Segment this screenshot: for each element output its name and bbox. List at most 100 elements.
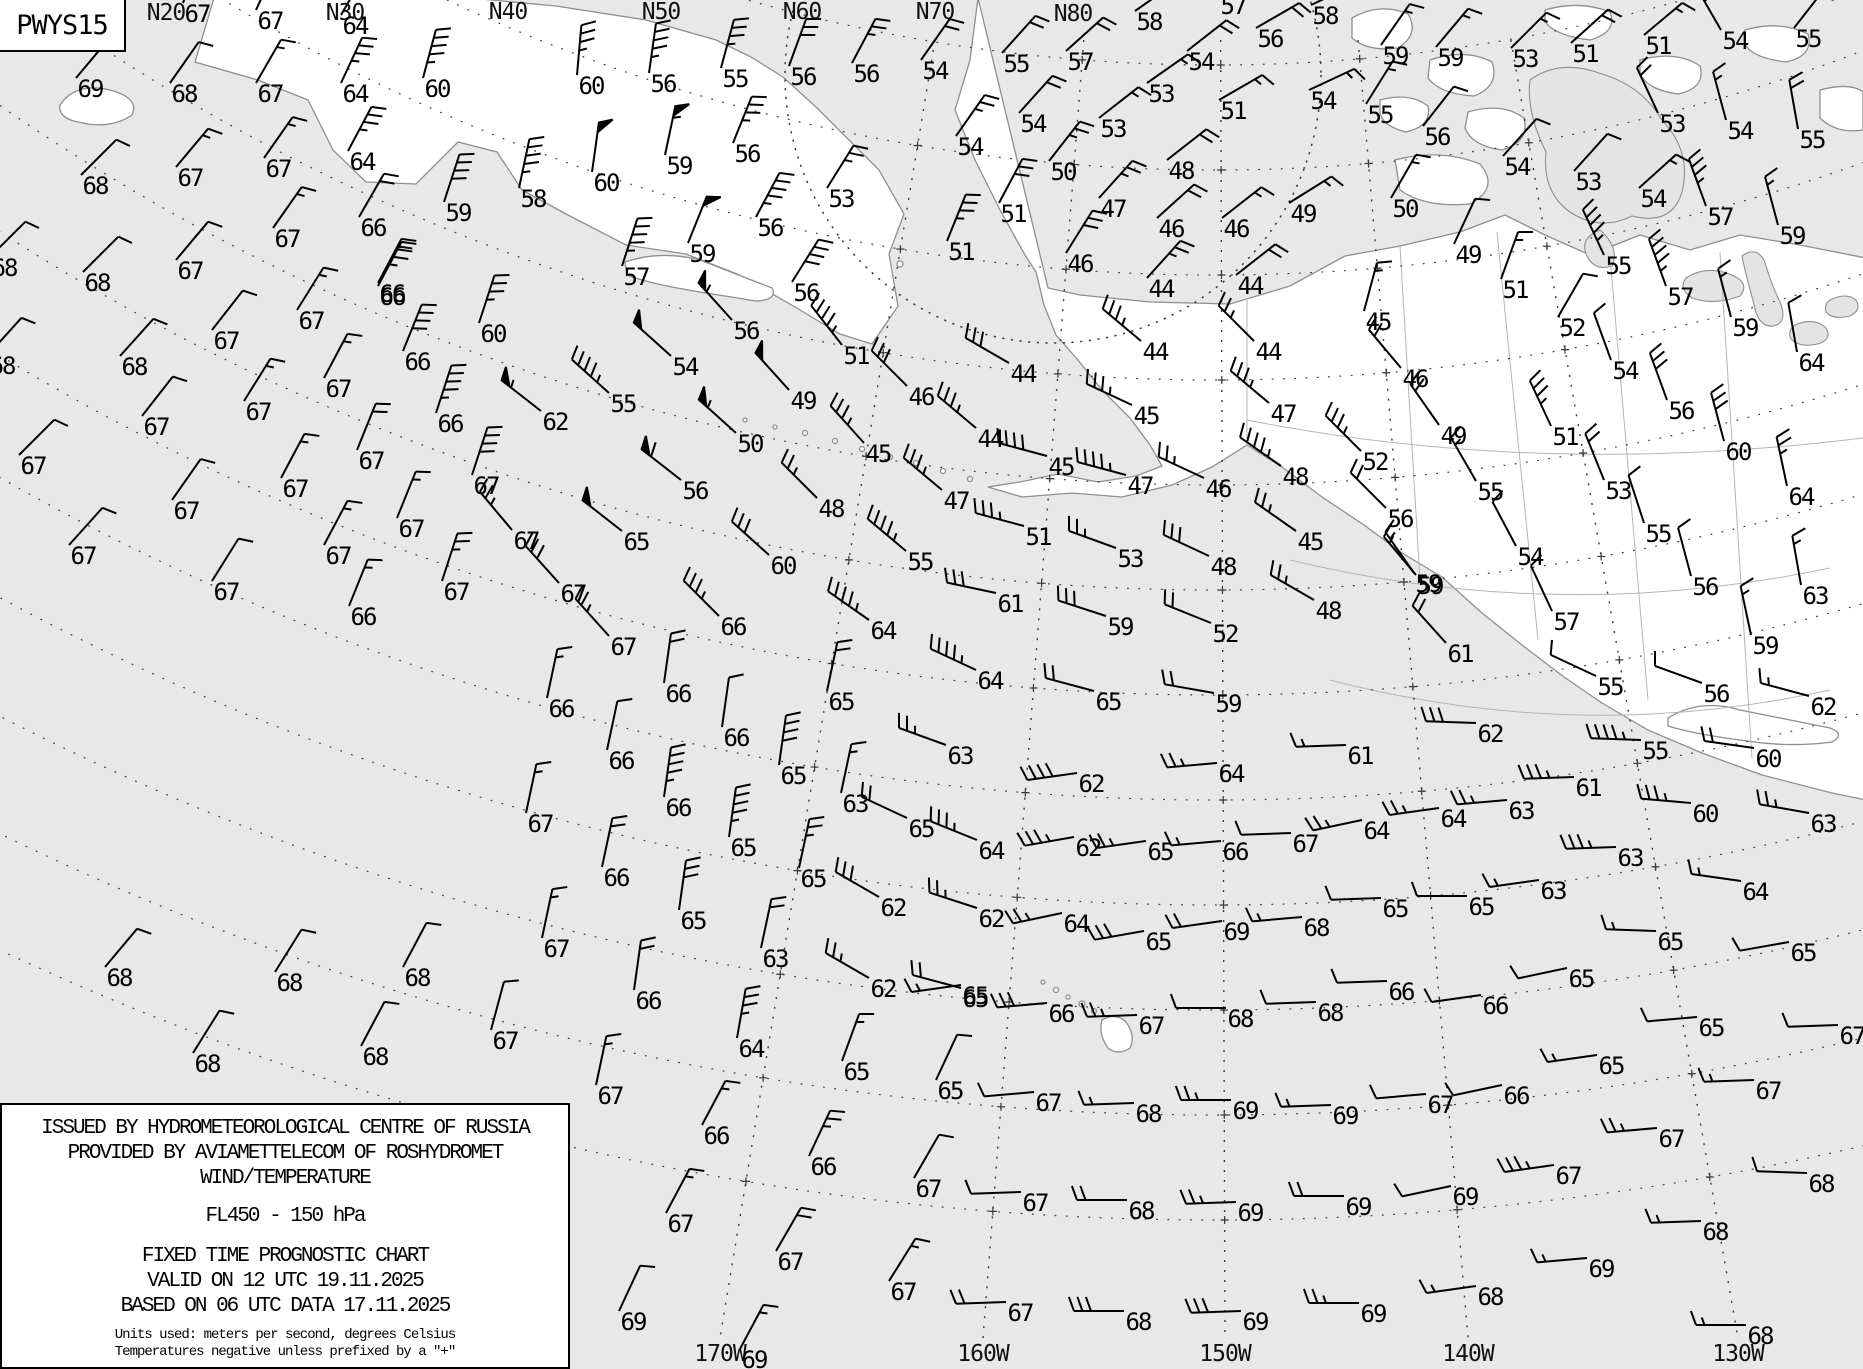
wind-barb bbox=[808, 1109, 846, 1157]
hudson-bay bbox=[1528, 66, 1685, 224]
wind-barb bbox=[1146, 239, 1195, 279]
graticule-cross bbox=[793, 866, 802, 875]
wind-barb bbox=[1751, 1156, 1808, 1174]
station-temperature: 64 bbox=[738, 1035, 766, 1063]
graticule-cross bbox=[1453, 1205, 1462, 1214]
wind-barb bbox=[1639, 1007, 1698, 1023]
wind-barb bbox=[280, 432, 320, 479]
wind-barb bbox=[1570, 8, 1622, 44]
wind-barb bbox=[946, 193, 981, 242]
wind-barb bbox=[255, 38, 296, 84]
wind-barb bbox=[1330, 968, 1388, 984]
wind-barb bbox=[682, 566, 720, 617]
lon-label-170w: 170W bbox=[694, 1341, 746, 1367]
wind-barb bbox=[356, 402, 391, 451]
wind-barb bbox=[1510, 11, 1561, 49]
wind-barb bbox=[1239, 422, 1282, 467]
graticule-cross bbox=[810, 763, 819, 772]
wind-barb bbox=[1418, 1279, 1477, 1294]
station-temperature: 51 bbox=[948, 238, 976, 266]
station-temperature: 53 bbox=[1117, 545, 1145, 573]
graticule-cross bbox=[1218, 585, 1227, 594]
graticule-cross bbox=[1219, 900, 1228, 909]
station-temperature: 64 bbox=[1798, 349, 1826, 377]
station-temperature: 65 bbox=[843, 1058, 871, 1086]
station-temperature: 65 bbox=[1790, 939, 1818, 967]
station-temperature: 44 bbox=[1010, 360, 1038, 388]
wind-barb bbox=[1435, 7, 1483, 48]
wind-barb bbox=[192, 1009, 235, 1054]
wind-barb bbox=[936, 381, 977, 429]
station-temperature: 67 bbox=[915, 1175, 943, 1203]
wind-barb bbox=[524, 532, 560, 584]
lat-label-n40: N40 bbox=[488, 0, 529, 25]
station-temperature: 69 bbox=[1345, 1193, 1373, 1221]
wind-barb bbox=[755, 171, 795, 218]
station-temperature: 69 bbox=[1452, 1183, 1480, 1211]
wind-barb bbox=[640, 435, 682, 481]
wind-barb bbox=[1134, 0, 1153, 12]
wind-barb bbox=[826, 144, 869, 189]
station-temperature: 65 bbox=[780, 762, 808, 790]
wind-barb bbox=[478, 273, 510, 324]
station-temperature: 60 bbox=[424, 75, 452, 103]
station-temperature: 54 bbox=[957, 133, 985, 161]
wind-barb bbox=[211, 537, 254, 582]
station-temperature: 67 bbox=[184, 0, 212, 28]
station-temperature: 57 bbox=[1553, 608, 1581, 636]
graticule-cross bbox=[1220, 1215, 1229, 1224]
station-temperature: 67 bbox=[560, 580, 588, 608]
graticule-cross bbox=[1355, 54, 1364, 63]
wind-barb bbox=[1056, 585, 1107, 617]
station-temperature: 47 bbox=[1270, 400, 1298, 428]
station-temperature: 48 bbox=[1282, 463, 1310, 491]
station-temperature: 68 bbox=[106, 964, 134, 992]
graticule-cross bbox=[1021, 788, 1030, 797]
station-temperature: 68 bbox=[1702, 1218, 1730, 1246]
wind-barb bbox=[478, 478, 513, 531]
wind-barb bbox=[1788, 71, 1805, 130]
wind-barb bbox=[663, 629, 686, 684]
station-temperature: 68 bbox=[1125, 1308, 1153, 1336]
hudson-bay-arm bbox=[1584, 229, 1615, 269]
wind-barb bbox=[778, 711, 801, 766]
station-temperature: 56 bbox=[1668, 397, 1696, 425]
wind-barb bbox=[1528, 369, 1552, 427]
station-temperature: 64 bbox=[342, 12, 370, 40]
station-temperature: 67 bbox=[173, 497, 201, 525]
graticule-cross bbox=[1220, 1110, 1229, 1119]
wind-barb bbox=[739, 1303, 779, 1350]
station-temperature: 60 bbox=[1725, 438, 1753, 466]
graticule-cross bbox=[1364, 159, 1373, 168]
wind-barb bbox=[1166, 128, 1220, 161]
station-temperature: 69 bbox=[1223, 918, 1251, 946]
station-temperature: 50 bbox=[1392, 195, 1420, 223]
island-st-lawrence bbox=[624, 254, 774, 302]
wind-barb bbox=[1287, 1181, 1344, 1197]
station-temperature: 66 bbox=[1222, 838, 1250, 866]
wind-barb bbox=[490, 979, 519, 1031]
wind-barbs-layer bbox=[0, 0, 1839, 1350]
wind-barb bbox=[827, 576, 870, 621]
wind-barb bbox=[860, 781, 908, 819]
graticule-cross bbox=[1705, 1173, 1714, 1182]
wind-barb bbox=[791, 238, 834, 283]
wind-barb bbox=[274, 928, 317, 973]
wind-barb bbox=[648, 19, 671, 74]
station-temperature: 63 bbox=[1617, 844, 1645, 872]
wind-barb bbox=[243, 357, 286, 402]
wind-barb bbox=[323, 499, 363, 546]
station-temperature: 55 bbox=[722, 65, 750, 93]
station-temperature: 56 bbox=[1692, 573, 1720, 601]
graticule-dotted-grid bbox=[0, 0, 1863, 1339]
wind-barb bbox=[834, 857, 880, 898]
info-based-on: BASED ON 06 UTC DATA 17.11.2025 bbox=[120, 1295, 452, 1318]
wind-barb bbox=[169, 41, 214, 84]
station-temperature: 56 bbox=[757, 214, 785, 242]
lake-michigan-huron bbox=[1741, 251, 1784, 327]
station-temperature: 67 bbox=[777, 1248, 805, 1276]
station-temperature: 55 bbox=[1003, 50, 1031, 78]
border-arc-1 bbox=[1246, 419, 1863, 455]
station-temperature: 61 bbox=[1447, 640, 1475, 668]
wind-barb bbox=[1098, 159, 1147, 199]
